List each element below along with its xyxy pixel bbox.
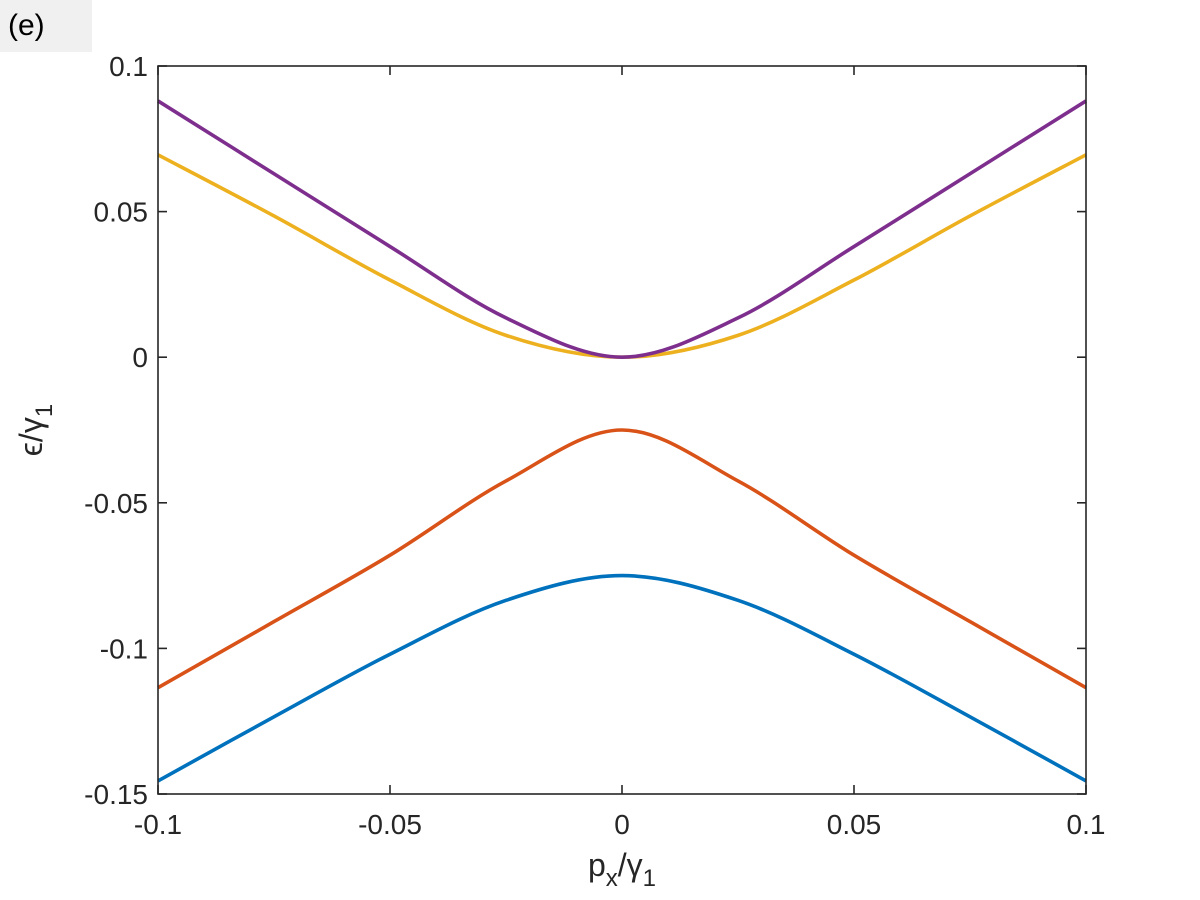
series-line-4 <box>157 99 1087 359</box>
x-label-greek: γ <box>627 847 643 883</box>
y-tick-label: -0.05 <box>84 488 148 519</box>
y-axis-label: ϵ/γ1 <box>13 404 58 456</box>
x-label-base: p <box>588 847 606 883</box>
x-tick-label: 0.1 <box>1067 809 1106 840</box>
y-label-greek-sub: 1 <box>31 404 58 417</box>
series-line-2 <box>157 428 1087 690</box>
series-layer <box>157 99 1087 783</box>
x-tick-label: -0.1 <box>134 809 182 840</box>
y-label-base: ϵ <box>13 442 49 456</box>
y-tick-label: -0.15 <box>84 779 148 810</box>
y-tick-label: -0.1 <box>100 633 148 664</box>
x-label-greek-sub: 1 <box>643 865 656 892</box>
x-axis-label: px/γ1 <box>588 847 656 892</box>
x-tick-label: 0 <box>614 809 630 840</box>
x-label-sub: x <box>606 865 618 892</box>
y-tick-label: 0.1 <box>109 51 148 82</box>
y-label-slash: / <box>13 433 49 442</box>
y-label-greek: γ <box>13 417 49 433</box>
x-tick-label: -0.05 <box>358 809 422 840</box>
y-tick-label: 0.05 <box>94 197 149 228</box>
series-line-3 <box>157 153 1087 359</box>
y-tick-label: 0 <box>132 342 148 373</box>
x-label-slash: / <box>618 847 627 883</box>
series-line-1 <box>157 573 1087 783</box>
x-tick-label: 0.05 <box>827 809 882 840</box>
panel-label: (e) <box>0 0 92 52</box>
